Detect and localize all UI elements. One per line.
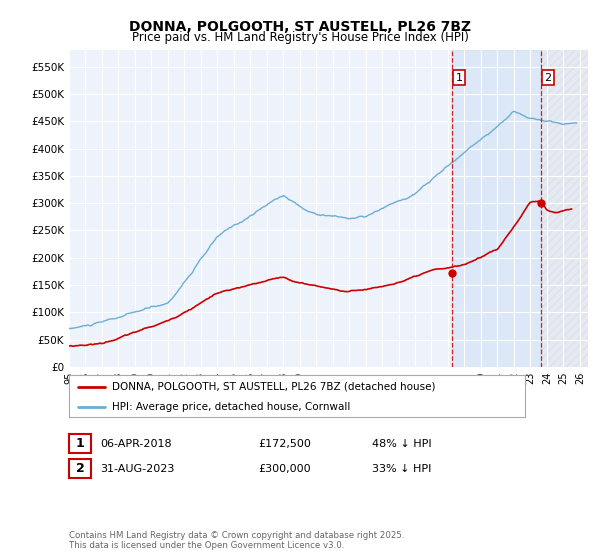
Text: 48% ↓ HPI: 48% ↓ HPI <box>372 438 431 449</box>
Text: DONNA, POLGOOTH, ST AUSTELL, PL26 7BZ (detached house): DONNA, POLGOOTH, ST AUSTELL, PL26 7BZ (d… <box>112 382 436 392</box>
Text: 1: 1 <box>455 73 463 83</box>
Text: Price paid vs. HM Land Registry's House Price Index (HPI): Price paid vs. HM Land Registry's House … <box>131 31 469 44</box>
Text: 1: 1 <box>76 437 85 450</box>
Text: £172,500: £172,500 <box>258 438 311 449</box>
Text: 33% ↓ HPI: 33% ↓ HPI <box>372 464 431 474</box>
Text: 2: 2 <box>76 462 85 475</box>
Text: 06-APR-2018: 06-APR-2018 <box>100 438 172 449</box>
Text: £300,000: £300,000 <box>258 464 311 474</box>
Text: Contains HM Land Registry data © Crown copyright and database right 2025.
This d: Contains HM Land Registry data © Crown c… <box>69 531 404 550</box>
Bar <box>541 50 588 367</box>
Text: HPI: Average price, detached house, Cornwall: HPI: Average price, detached house, Corn… <box>112 402 350 412</box>
Bar <box>452 50 541 367</box>
Text: DONNA, POLGOOTH, ST AUSTELL, PL26 7BZ: DONNA, POLGOOTH, ST AUSTELL, PL26 7BZ <box>129 20 471 34</box>
Text: 31-AUG-2023: 31-AUG-2023 <box>100 464 175 474</box>
Text: 2: 2 <box>544 73 551 83</box>
